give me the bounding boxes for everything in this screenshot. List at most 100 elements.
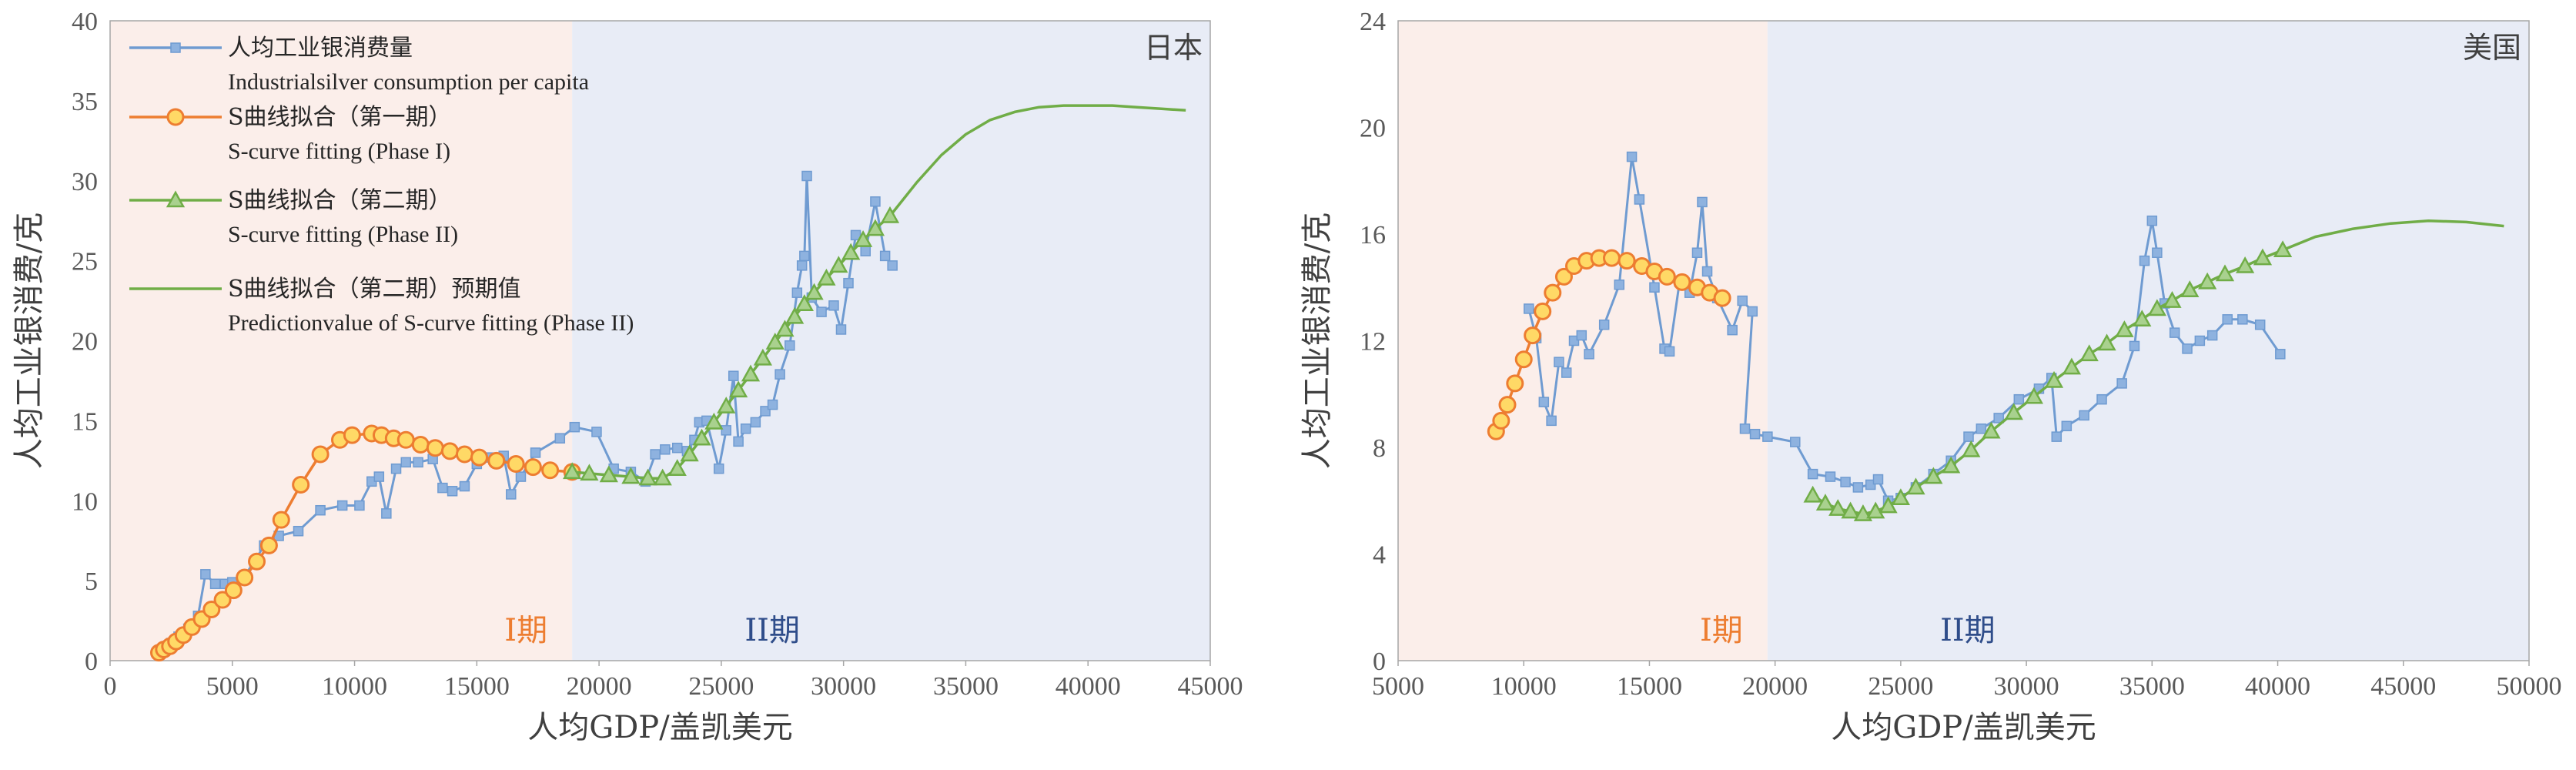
legend-item-fit1: S曲线拟合（第一期） S-curve fitting (Phase I) bbox=[129, 104, 452, 164]
data-point bbox=[2182, 343, 2193, 354]
data-point bbox=[2133, 310, 2152, 327]
data-point bbox=[455, 445, 473, 464]
data-point bbox=[411, 436, 430, 454]
data-point bbox=[728, 370, 739, 381]
x-tick-label: 20000 bbox=[567, 672, 632, 701]
data-point bbox=[2139, 255, 2150, 266]
data-point bbox=[1853, 504, 1873, 521]
y-axis-title: 人均工业银消费/克 bbox=[1300, 213, 1335, 469]
data-point bbox=[850, 229, 861, 241]
x-tick-label: 15000 bbox=[1617, 672, 1682, 701]
data-point bbox=[879, 250, 891, 262]
data-point bbox=[1598, 319, 1610, 330]
data-point bbox=[1963, 431, 1974, 442]
data-point bbox=[740, 424, 751, 434]
y-tick-label: 24 bbox=[1360, 8, 1386, 36]
data-point bbox=[507, 454, 525, 473]
data-point bbox=[765, 333, 785, 350]
data-point bbox=[396, 430, 415, 449]
data-point bbox=[653, 468, 672, 486]
data-point bbox=[1691, 247, 1703, 258]
data-point bbox=[1673, 273, 1691, 291]
data-point bbox=[202, 601, 221, 619]
data-point bbox=[373, 471, 385, 482]
data-point bbox=[1701, 266, 1713, 277]
data-point bbox=[671, 442, 683, 454]
data-point bbox=[1697, 196, 1708, 208]
x-tick-label: 20000 bbox=[1742, 672, 1808, 701]
data-point bbox=[2169, 327, 2180, 338]
legend-item-pred: S曲线拟合（第二期）预期值 Predictionvalue of S-curve … bbox=[129, 276, 634, 336]
data-point bbox=[1852, 482, 1864, 493]
data-point bbox=[767, 399, 778, 410]
data-point bbox=[713, 463, 724, 474]
series-fit1 bbox=[150, 424, 581, 662]
data-point bbox=[2013, 393, 2025, 405]
phase-1-region bbox=[110, 21, 573, 661]
data-point bbox=[774, 369, 785, 380]
x-tick-label: 5000 bbox=[1372, 672, 1424, 701]
x-tick-label: 35000 bbox=[933, 672, 999, 701]
data-point bbox=[2194, 335, 2206, 346]
data-point bbox=[272, 511, 290, 529]
data-point bbox=[2254, 319, 2266, 330]
y-tick-label: 30 bbox=[72, 168, 98, 196]
data-point bbox=[680, 444, 699, 462]
x-tick-label: 30000 bbox=[1994, 672, 2059, 701]
data-point bbox=[236, 568, 254, 587]
data-point bbox=[1614, 280, 1625, 290]
data-point bbox=[795, 294, 814, 311]
x-axis-title: 人均GDP/盖凯美元 bbox=[1831, 710, 2096, 745]
data-point bbox=[785, 306, 805, 324]
data-point bbox=[1664, 346, 1675, 357]
data-point bbox=[2116, 378, 2127, 389]
data-point bbox=[785, 340, 795, 351]
legend-item-actual: 人均工业银消费量 Industrialsilver consumption per… bbox=[129, 35, 589, 95]
legend-swatch-marker bbox=[170, 42, 181, 53]
data-point bbox=[835, 324, 847, 335]
y-axis-title: 人均工业银消费/克 bbox=[12, 213, 47, 469]
legend-label-en: Predictionvalue of S-curve fitting (Phas… bbox=[228, 310, 634, 336]
y-tick-label: 35 bbox=[72, 88, 98, 116]
data-point bbox=[1982, 421, 2001, 439]
data-point bbox=[1544, 283, 1562, 302]
x-tick-label: 45000 bbox=[2370, 672, 2436, 701]
data-point bbox=[1942, 456, 1961, 474]
phase-2-region bbox=[1767, 21, 2529, 661]
data-point bbox=[580, 464, 599, 481]
data-point bbox=[1514, 350, 1533, 369]
data-point bbox=[390, 463, 402, 474]
y-tick-label: 16 bbox=[1360, 221, 1386, 249]
data-point bbox=[1962, 440, 1981, 457]
y-tick-label: 8 bbox=[1373, 434, 1386, 463]
data-point bbox=[213, 591, 232, 609]
data-point bbox=[741, 364, 761, 382]
data-point bbox=[2235, 256, 2255, 273]
data-point bbox=[717, 397, 736, 413]
legend-label-cn: S曲线拟合（第二期） bbox=[228, 187, 452, 214]
x-tick-label: 35000 bbox=[2119, 672, 2185, 701]
data-point bbox=[311, 445, 330, 464]
x-axis-title: 人均GDP/盖凯美元 bbox=[527, 710, 792, 745]
data-point bbox=[524, 458, 542, 477]
series-pred bbox=[888, 104, 1186, 217]
legend-label-cn: 人均工业银消费量 bbox=[228, 35, 413, 62]
data-point bbox=[704, 412, 724, 430]
data-point bbox=[2253, 248, 2273, 266]
data-point bbox=[753, 348, 772, 366]
data-point bbox=[870, 196, 881, 207]
data-point bbox=[621, 467, 641, 484]
series-pred bbox=[2282, 219, 2504, 252]
data-point bbox=[515, 471, 527, 482]
data-point bbox=[791, 287, 803, 298]
data-point bbox=[1865, 479, 1876, 490]
x-tick-label: 10000 bbox=[1491, 672, 1557, 701]
data-point bbox=[599, 465, 618, 483]
data-point bbox=[1602, 249, 1621, 267]
data-point bbox=[343, 426, 361, 444]
data-point bbox=[440, 442, 459, 460]
data-point bbox=[1790, 437, 1801, 447]
x-tick-label: 30000 bbox=[811, 672, 876, 701]
data-point bbox=[1538, 397, 1550, 407]
data-point bbox=[2024, 387, 2044, 404]
